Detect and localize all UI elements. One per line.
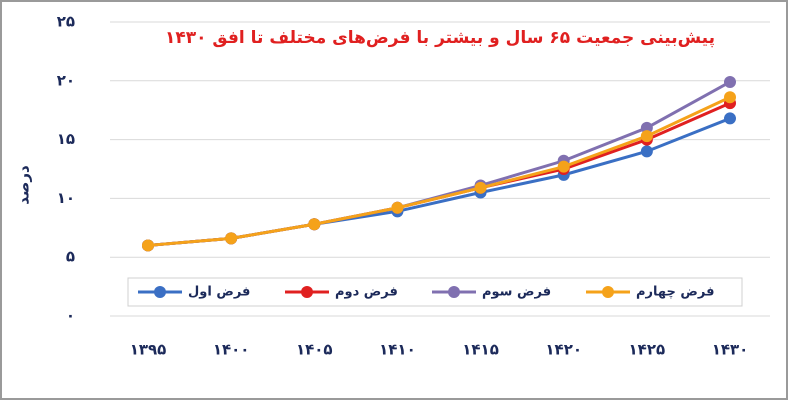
legend-marker xyxy=(602,286,614,298)
x-tick-label: ۱۴۲۵ xyxy=(629,341,666,359)
series-line xyxy=(147,95,731,247)
data-point xyxy=(142,239,154,252)
x-tick-label: ۱۴۲۰ xyxy=(545,341,582,359)
data-point xyxy=(724,112,736,125)
legend-marker xyxy=(301,286,313,298)
legend-label: فرض دوم xyxy=(335,285,398,300)
y-tick-label: ۵ xyxy=(66,248,75,266)
legend-label: فرض سوم xyxy=(482,285,551,300)
legend-label: فرض چهارم xyxy=(636,285,714,300)
y-tick-label: ۲۰ xyxy=(57,71,75,89)
x-tick-label: ۱۴۰۵ xyxy=(296,341,333,359)
x-tick-label: ۱۴۳۰ xyxy=(712,341,749,359)
data-point xyxy=(724,91,736,104)
x-tick-label: ۱۳۹۵ xyxy=(130,341,167,359)
data-point xyxy=(640,121,653,134)
legend-label: فرض اول xyxy=(188,285,250,300)
data-point xyxy=(474,181,487,194)
y-axis-label: درصد xyxy=(15,165,33,205)
y-tick-label: ۰ xyxy=(66,307,75,325)
data-point xyxy=(308,218,321,231)
y-tick-label: ۱۵ xyxy=(57,130,75,148)
data-point xyxy=(724,75,736,88)
x-tick-label: ۱۴۱۰ xyxy=(379,341,416,359)
y-tick-label: ۱۰ xyxy=(57,189,75,207)
data-point xyxy=(391,201,404,214)
legend-marker xyxy=(448,286,460,298)
chart-title: پیش‌بینی جمعیت ۶۵ سال و بیشتر با فرض‌های… xyxy=(165,28,715,48)
x-tick-label: ۱۴۱۵ xyxy=(462,341,499,359)
data-point xyxy=(557,160,570,173)
data-point xyxy=(640,145,653,158)
data-point xyxy=(640,130,653,143)
x-tick-label: ۱۴۰۰ xyxy=(213,341,250,359)
legend-marker xyxy=(154,286,166,298)
y-tick-label: ۲۵ xyxy=(57,13,75,31)
data-point xyxy=(225,232,238,245)
